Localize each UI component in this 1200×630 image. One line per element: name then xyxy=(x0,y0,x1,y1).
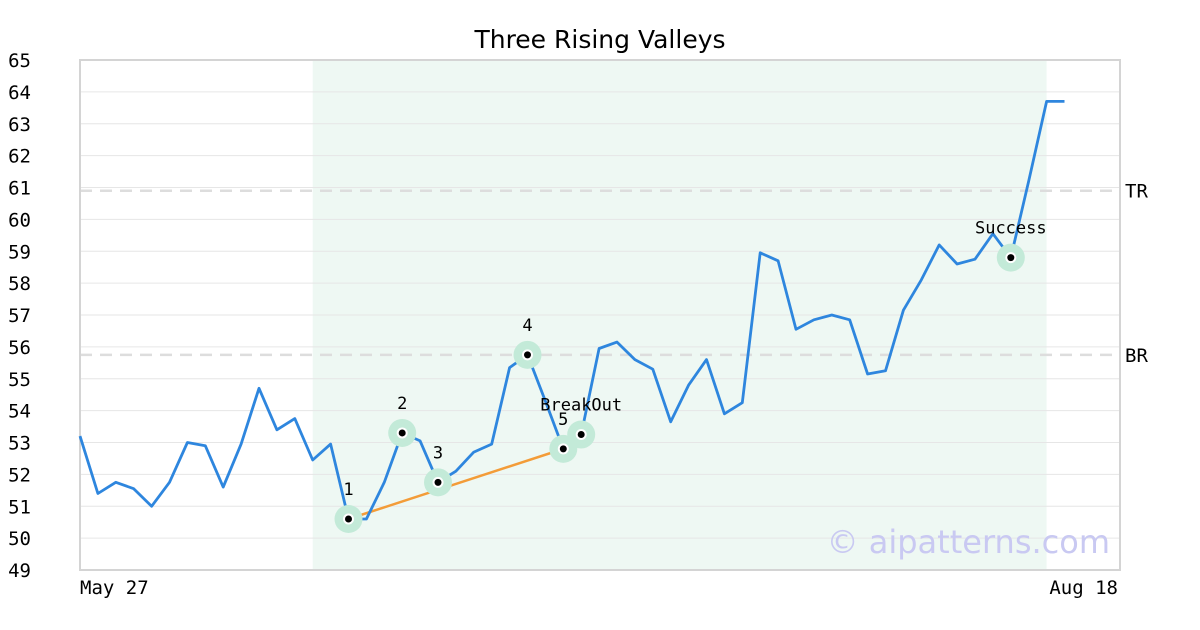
y-tick-label: 53 xyxy=(8,433,31,455)
x-label-start: May 27 xyxy=(80,577,149,599)
marker-dot-5 xyxy=(559,445,567,453)
y-tick-label: 63 xyxy=(8,114,31,136)
y-tick-label: 55 xyxy=(8,369,31,391)
trendline xyxy=(348,447,564,521)
y-tick-label: 49 xyxy=(8,560,31,582)
level-label-tr: TR xyxy=(1125,181,1148,203)
y-tick-label: 65 xyxy=(8,50,31,72)
y-tick-label: 50 xyxy=(8,528,31,550)
annotation-label-breakout: BreakOut xyxy=(540,396,622,416)
annotation-label-4: 4 xyxy=(522,316,532,336)
chart-title: Three Rising Valleys xyxy=(473,25,725,54)
marker-dot-breakout xyxy=(577,431,585,439)
marker-dot-4 xyxy=(524,351,531,359)
y-tick-label: 61 xyxy=(8,178,31,200)
marker-dot-success xyxy=(1007,254,1015,262)
marker-dot-1 xyxy=(345,515,352,523)
annotation-label-2: 2 xyxy=(397,394,407,414)
y-tick-label: 64 xyxy=(8,82,31,104)
annotation-label-1: 1 xyxy=(343,480,353,500)
marker-dot-3 xyxy=(434,478,442,486)
levels: TR BR xyxy=(80,181,1148,367)
y-tick-label: 57 xyxy=(8,305,31,327)
level-label-br: BR xyxy=(1125,345,1148,367)
y-tick-label: 62 xyxy=(8,146,31,168)
annotation-label-3: 3 xyxy=(433,443,443,463)
y-tick-label: 56 xyxy=(8,337,31,359)
marker-dot-2 xyxy=(398,429,406,437)
y-axis: 49 50 51 52 53 54 55 56 57 58 59 60 61 62 63 64 65 xyxy=(8,50,31,582)
y-tick-label: 59 xyxy=(8,241,31,263)
annotation-label-5: 5 xyxy=(558,410,568,430)
y-tick-label: 54 xyxy=(8,401,31,423)
watermark: © aipatterns.com xyxy=(827,523,1110,561)
x-label-end: Aug 18 xyxy=(1049,577,1118,599)
y-tick-label: 51 xyxy=(8,496,31,518)
plot-frame xyxy=(79,59,1121,571)
y-tick-label: 58 xyxy=(8,273,31,295)
y-tick-label: 60 xyxy=(8,209,31,231)
y-tick-label: 52 xyxy=(8,464,31,486)
annotation-label-success: Success xyxy=(975,219,1047,239)
